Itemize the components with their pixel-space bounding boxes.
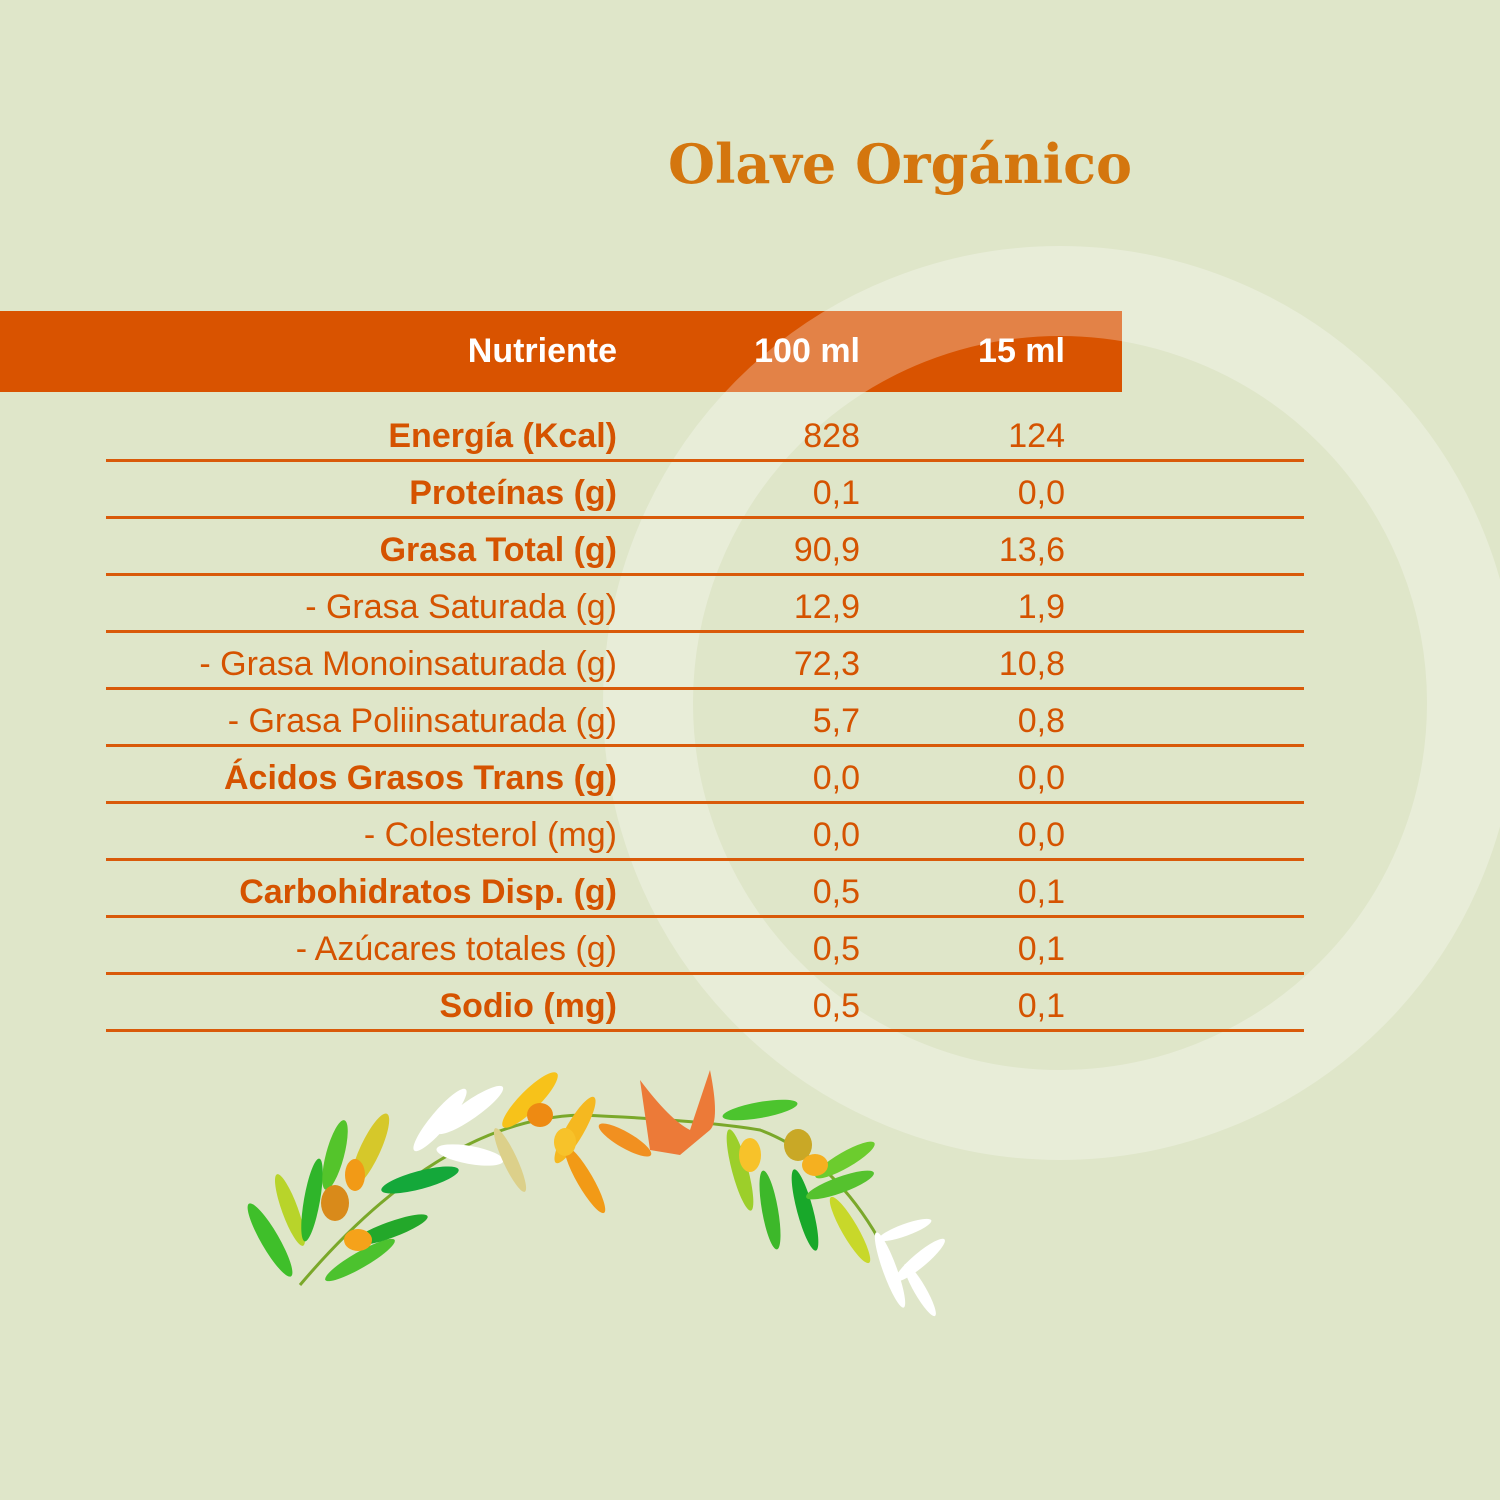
value-100ml: 0,1 [812,474,860,512]
row-divider [106,516,1304,519]
value-100ml: 90,9 [793,531,860,569]
value-15ml: 0,8 [1017,702,1065,740]
value-15ml: 13,6 [998,531,1065,569]
value-100ml: 72,3 [793,645,860,683]
header-15ml: 15 ml [978,332,1065,370]
value-100ml: 0,5 [812,873,860,911]
nutrient-label: Sodio (mg) [439,987,617,1025]
value-100ml: 0,5 [812,987,860,1025]
row-divider [106,459,1304,462]
value-15ml: 1,9 [1017,588,1065,626]
row-divider [106,801,1304,804]
value-15ml: 0,0 [1017,816,1065,854]
value-100ml: 828 [803,417,860,455]
row-divider [106,972,1304,975]
row-divider [106,858,1304,861]
table-row: Carbohidratos Disp. (g) 0,5 0,1 [0,861,1500,918]
value-100ml: 5,7 [812,702,860,740]
nutrient-label: - Colesterol (mg) [363,816,617,854]
value-100ml: 12,9 [793,588,860,626]
value-15ml: 0,1 [1017,987,1065,1025]
table-row: Sodio (mg) 0,5 0,1 [0,975,1500,1032]
row-divider [106,915,1304,918]
row-divider [106,1029,1304,1032]
table-row: - Colesterol (mg) 0,0 0,0 [0,804,1500,861]
table-header [0,311,1122,392]
table-row: - Grasa Saturada (g) 12,9 1,9 [0,576,1500,633]
value-15ml: 10,8 [998,645,1065,683]
table-row: - Grasa Poliinsaturada (g) 5,7 0,8 [0,690,1500,747]
table-row: Ácidos Grasos Trans (g) 0,0 0,0 [0,747,1500,804]
table-row: Energía (Kcal) 828 124 [0,405,1500,462]
header-nutrient: Nutriente [467,332,617,370]
header-100ml: 100 ml [754,332,860,370]
row-divider [106,573,1304,576]
row-divider [106,630,1304,633]
olive-branch-wreath-illustration [247,1070,945,1317]
value-100ml: 0,0 [812,816,860,854]
nutrient-label: Proteínas (g) [409,474,617,512]
value-15ml: 0,1 [1017,930,1065,968]
nutrient-label: - Grasa Saturada (g) [305,588,617,626]
nutrient-label: Carbohidratos Disp. (g) [239,873,617,911]
value-15ml: 0,0 [1017,759,1065,797]
nutrient-label: - Azúcares totales (g) [295,930,617,968]
nutrient-label: Grasa Total (g) [379,531,617,569]
nutrient-label: - Grasa Poliinsaturada (g) [227,702,617,740]
value-15ml: 124 [1008,417,1065,455]
nutrient-label: Ácidos Grasos Trans (g) [224,759,617,797]
nutrient-label: Energía (Kcal) [388,417,617,455]
table-row: Proteínas (g) 0,1 0,0 [0,462,1500,519]
value-15ml: 0,0 [1017,474,1065,512]
nutrient-label: - Grasa Monoinsaturada (g) [199,645,617,683]
page-title: Olave Orgánico [668,132,1132,196]
table-row: - Azúcares totales (g) 0,5 0,1 [0,918,1500,975]
value-100ml: 0,0 [812,759,860,797]
value-15ml: 0,1 [1017,873,1065,911]
value-100ml: 0,5 [812,930,860,968]
table-row: - Grasa Monoinsaturada (g) 72,3 10,8 [0,633,1500,690]
row-divider [106,744,1304,747]
row-divider [106,687,1304,690]
table-row: Grasa Total (g) 90,9 13,6 [0,519,1500,576]
